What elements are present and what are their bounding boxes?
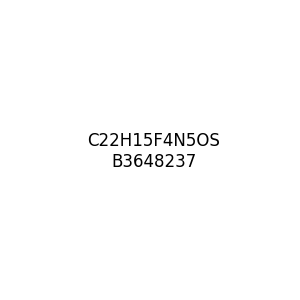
Text: C22H15F4N5OS
B3648237: C22H15F4N5OS B3648237 (87, 132, 220, 171)
